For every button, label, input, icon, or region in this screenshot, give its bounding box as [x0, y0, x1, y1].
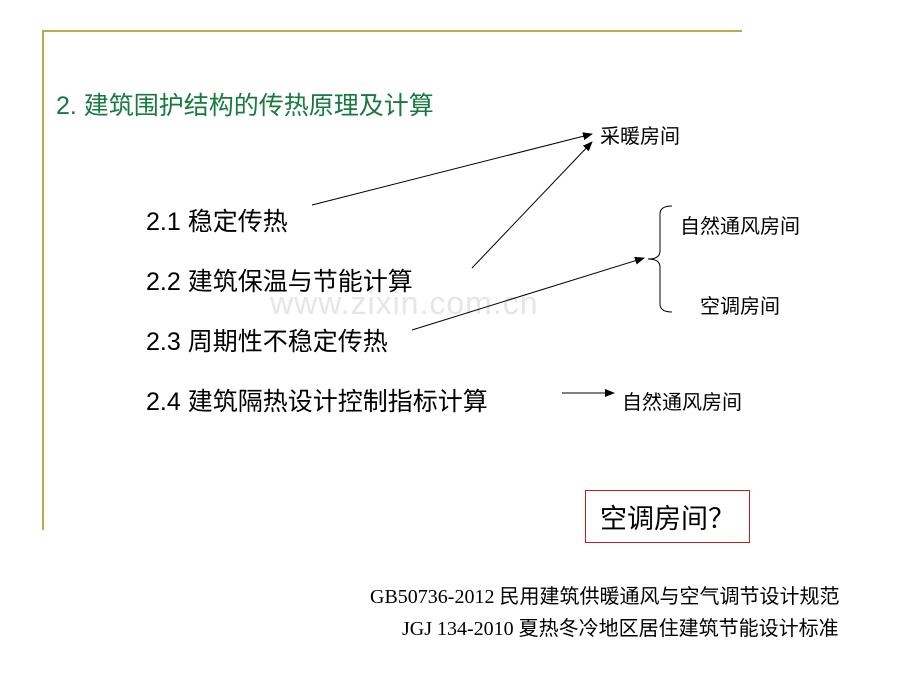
toc-item-2-1: 2.1 稳定传热 — [146, 202, 288, 238]
frame-left — [42, 30, 44, 530]
toc-item-2-4: 2.4 建筑隔热设计控制指标计算 — [146, 382, 488, 418]
annot-heating: 采暖房间 — [600, 120, 680, 149]
annot-natural1: 自然通风房间 — [680, 210, 800, 239]
slide-title: 2. 建筑围护结构的传热原理及计算 — [56, 86, 434, 122]
toc-item-2-3: 2.3 周期性不稳定传热 — [146, 322, 388, 358]
question-box: 空调房间？ — [585, 490, 750, 543]
ref-jgj134: JGJ 134-2010 夏热冬冷地区居住建筑节能设计标准 — [402, 612, 839, 641]
frame-top — [42, 30, 742, 32]
annot-natural2: 自然通风房间 — [622, 386, 742, 415]
annot-ac: 空调房间 — [700, 290, 780, 319]
ref-gb50736: GB50736-2012 民用建筑供暖通风与空气调节设计规范 — [370, 580, 839, 609]
watermark: www.zixin.com.cn — [270, 285, 539, 322]
